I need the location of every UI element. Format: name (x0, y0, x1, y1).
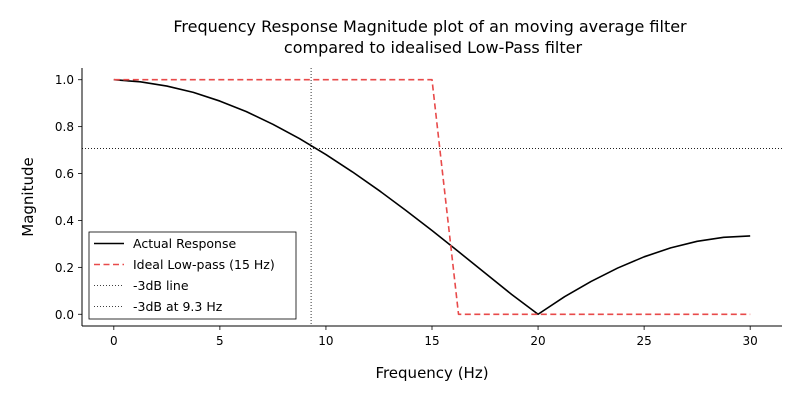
legend-label-ideal: Ideal Low-pass (15 Hz) (133, 257, 275, 272)
chart-title-line-1: Frequency Response Magnitude plot of an … (173, 17, 687, 36)
y-tick-label: 0.6 (55, 167, 74, 181)
x-tick-label: 0 (110, 334, 118, 348)
series-layer (82, 68, 782, 326)
x-tick-label: 20 (530, 334, 545, 348)
chart-title: Frequency Response Magnitude plot of an … (173, 17, 687, 57)
legend-label-3db-line: -3dB line (133, 278, 189, 293)
series-line-ideal-lowpass (113, 78, 751, 316)
series-line-actual-response (113, 78, 751, 316)
y-tick-label: 0.4 (55, 214, 74, 228)
chart-title-line-2: compared to idealised Low-Pass filter (284, 38, 583, 57)
x-tick-label: 15 (424, 334, 439, 348)
legend-box (88, 231, 297, 320)
y-axis-label: Magnitude (19, 157, 37, 236)
y-tick-label: 0.8 (55, 120, 74, 134)
y-tick-label: 0.2 (55, 261, 74, 275)
legend: Actual Response Ideal Low-pass (15 Hz) -… (88, 231, 297, 320)
legend-label-3db-at: -3dB at 9.3 Hz (133, 299, 223, 314)
x-ticks: 0 5 10 15 20 25 30 (110, 326, 758, 348)
x-tick-label: 5 (216, 334, 224, 348)
y-ticks: 0.0 0.2 0.4 0.6 0.8 1.0 (55, 73, 82, 322)
x-axis-label: Frequency (Hz) (375, 364, 488, 382)
x-tick-label: 25 (636, 334, 651, 348)
x-tick-label: 10 (318, 334, 333, 348)
y-tick-label: 0.0 (55, 308, 74, 322)
x-tick-label: 30 (743, 334, 758, 348)
legend-label-actual: Actual Response (133, 236, 236, 251)
y-tick-label: 1.0 (55, 73, 74, 87)
